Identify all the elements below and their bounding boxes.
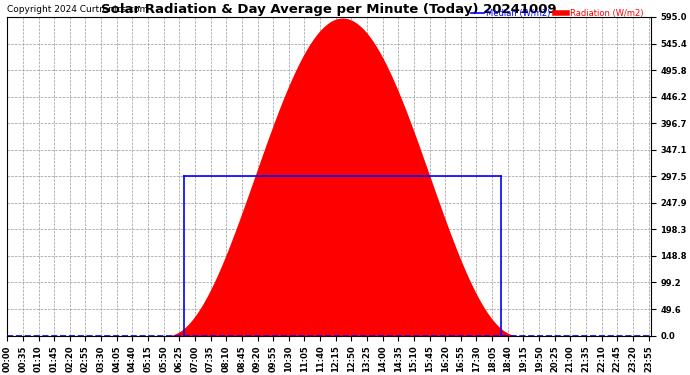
Text: Copyright 2024 Curtronics.com: Copyright 2024 Curtronics.com — [8, 5, 148, 14]
Title: Solar Radiation & Day Average per Minute (Today) 20241009: Solar Radiation & Day Average per Minute… — [101, 3, 557, 16]
Legend: Median (W/m2), Radiation (W/m2): Median (W/m2), Radiation (W/m2) — [468, 5, 647, 21]
